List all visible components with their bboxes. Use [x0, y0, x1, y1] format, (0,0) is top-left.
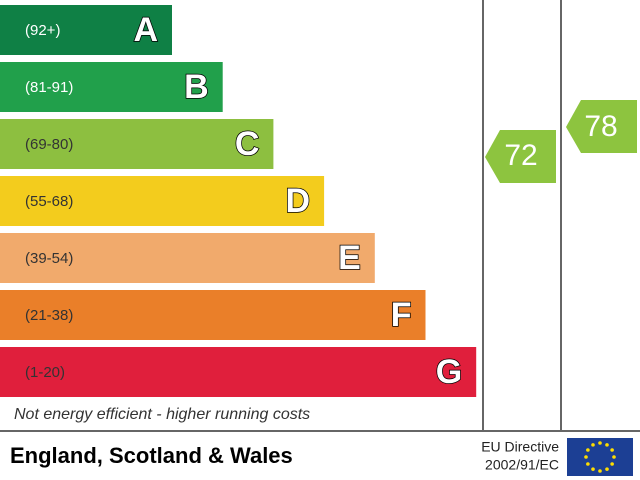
- eu-star: [584, 455, 588, 459]
- eu-star: [605, 467, 609, 471]
- band-letter: B: [184, 68, 209, 106]
- band-range: (39-54): [25, 250, 73, 267]
- eu-star: [598, 441, 602, 445]
- current-rating: 72: [504, 139, 537, 172]
- band-range: (55-68): [25, 193, 73, 210]
- eu-star: [586, 462, 590, 466]
- band-range: (69-80): [25, 136, 73, 153]
- band-letter: G: [436, 353, 462, 391]
- band-bar: [0, 62, 223, 112]
- band-bar: [0, 5, 172, 55]
- band-range: (1-20): [25, 364, 65, 381]
- potential-rating: 78: [584, 110, 617, 143]
- eu-star: [586, 448, 590, 452]
- region: England, Scotland & Wales: [10, 443, 293, 468]
- band-bar: [0, 119, 274, 169]
- directive-line: EU Directive: [481, 439, 559, 455]
- eu-stars: [584, 441, 616, 473]
- potential-arrow: [566, 100, 637, 153]
- band-range: (21-38): [25, 307, 73, 324]
- band-letter: E: [338, 239, 361, 277]
- bands: (92+) A (81-91) B (69-80) C (55-68) D (39-54) E (2…: [0, 5, 477, 397]
- eu-star: [610, 462, 614, 466]
- eu-star: [591, 443, 595, 447]
- directive-line: 2002/91/EC: [485, 457, 559, 473]
- band-bar: [0, 347, 477, 397]
- band-letter: C: [235, 125, 260, 163]
- band-letter: A: [133, 11, 158, 49]
- band-range: (81-91): [25, 79, 73, 96]
- band-bar: [0, 290, 426, 340]
- eu-star: [598, 469, 602, 473]
- footnote: Not energy efficient - higher running co…: [14, 406, 310, 423]
- band-range: (92+): [25, 22, 60, 39]
- band-bar: [0, 233, 375, 283]
- eu-star: [610, 448, 614, 452]
- band-letter: D: [286, 182, 311, 220]
- current-arrow: [485, 130, 556, 183]
- band-letter: F: [391, 296, 412, 334]
- eu-star: [612, 455, 616, 459]
- eu-star: [605, 443, 609, 447]
- band-bar: [0, 176, 325, 226]
- eu-star: [591, 467, 595, 471]
